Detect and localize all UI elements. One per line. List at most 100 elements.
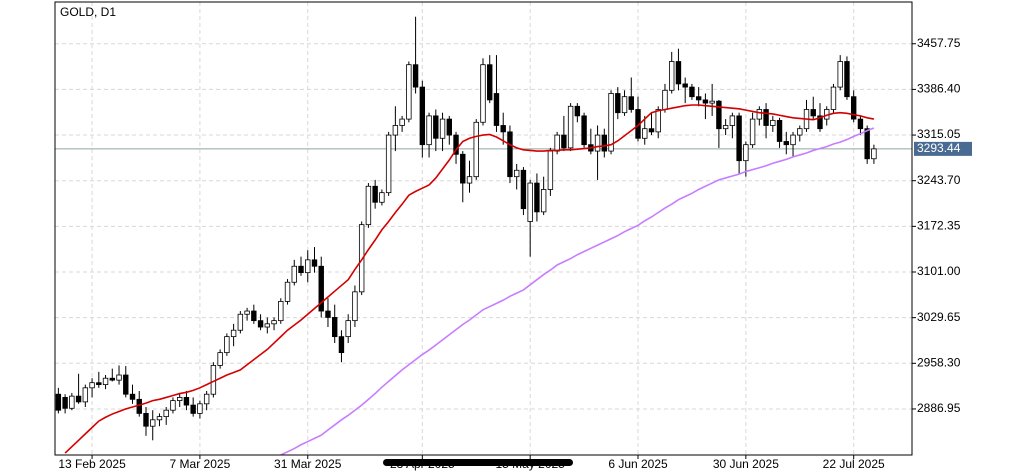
candle-body xyxy=(82,387,89,403)
candle-body xyxy=(729,115,736,126)
candle-body xyxy=(695,96,702,101)
x-tick-label: 7 Mar 2025 xyxy=(170,457,231,471)
candle-body xyxy=(628,96,634,110)
scrollbar[interactable] xyxy=(383,459,573,466)
candle-body xyxy=(446,118,452,136)
candle-body xyxy=(156,416,163,421)
candle-body xyxy=(797,128,803,136)
candle-body xyxy=(123,374,129,395)
candle-body xyxy=(399,118,405,126)
candle-body xyxy=(338,336,345,354)
candle-body xyxy=(278,301,284,322)
candle-body xyxy=(271,320,277,325)
candle-body xyxy=(325,310,331,318)
candle-body xyxy=(244,310,250,315)
candle-body xyxy=(89,382,95,389)
candle-body xyxy=(534,182,540,213)
candle-body xyxy=(102,377,109,386)
candle-body xyxy=(756,109,763,120)
candle-body xyxy=(790,134,796,146)
candle-body xyxy=(574,105,581,117)
y-tick-label: 3457.75 xyxy=(917,36,961,50)
candle-body xyxy=(352,291,358,322)
candle-body xyxy=(716,100,722,130)
candle-body xyxy=(513,169,520,178)
candle-body xyxy=(311,259,318,267)
candle-body xyxy=(62,397,68,409)
candle-body xyxy=(264,323,271,328)
candle-body xyxy=(439,118,446,139)
chart-title: GOLD, D1 xyxy=(60,5,116,19)
candle-body xyxy=(163,409,169,418)
candle-body xyxy=(433,115,439,139)
candle-body xyxy=(507,131,513,178)
ma-line xyxy=(64,104,875,454)
candle-body xyxy=(864,128,870,160)
x-tick-label: 22 Jul 2025 xyxy=(823,457,885,471)
candle-body xyxy=(520,169,527,210)
candle-body xyxy=(426,115,432,146)
candle-body xyxy=(466,176,473,184)
candle-body xyxy=(810,109,816,117)
candle-body xyxy=(669,61,675,91)
candle-body xyxy=(473,121,479,178)
candle-body xyxy=(817,115,823,130)
candle-body xyxy=(197,403,203,414)
x-tick-label: 13 Feb 2025 xyxy=(58,457,126,471)
candle-body xyxy=(143,413,149,427)
last-price-box xyxy=(914,141,972,156)
y-tick-label: 2886.95 xyxy=(917,401,961,415)
candle-body xyxy=(176,397,183,402)
candle-body xyxy=(830,86,837,110)
candle-body xyxy=(183,397,190,406)
candle-body xyxy=(621,96,628,114)
candle-body xyxy=(116,374,122,381)
candle-body xyxy=(69,395,75,409)
y-tick-label: 3315.05 xyxy=(917,127,961,141)
candle-body xyxy=(837,61,843,88)
y-tick-label: 3243.70 xyxy=(917,173,961,187)
candle-body xyxy=(594,134,601,152)
candle-body xyxy=(305,259,311,274)
candle-body xyxy=(96,382,102,386)
candle-body xyxy=(150,419,156,427)
candle-body xyxy=(392,125,399,136)
candle-body xyxy=(783,141,789,146)
candle-body xyxy=(615,93,621,114)
candle-body xyxy=(487,64,493,101)
candle-body xyxy=(648,128,655,133)
candle-body xyxy=(601,134,608,152)
candle-body xyxy=(291,265,297,283)
last-price-label: 3293.44 xyxy=(917,141,961,155)
candle-body xyxy=(581,115,587,146)
candle-body xyxy=(230,329,237,338)
y-tick-label: 3386.40 xyxy=(917,82,961,96)
candle-body xyxy=(655,109,661,133)
candle-body xyxy=(284,281,291,302)
candle-body xyxy=(736,115,742,162)
candle-body xyxy=(682,83,688,88)
candle-body xyxy=(500,125,506,133)
candle-body xyxy=(770,119,776,126)
candle-body xyxy=(372,185,378,203)
plot-border xyxy=(54,1,913,456)
candle-body xyxy=(547,150,554,190)
grid xyxy=(55,2,912,455)
candle-body xyxy=(75,395,82,403)
candle-body xyxy=(358,224,365,293)
candle-body xyxy=(453,134,459,155)
candle-body xyxy=(406,64,412,120)
candle-body xyxy=(224,336,230,354)
y-tick-label: 3172.35 xyxy=(917,219,961,233)
candle-body xyxy=(365,185,372,226)
candle-body xyxy=(702,99,709,104)
candle-body xyxy=(203,393,210,405)
candle-body xyxy=(460,153,466,184)
candle-body xyxy=(642,128,648,139)
candle-body xyxy=(129,393,136,400)
candle-body xyxy=(345,320,351,338)
ma-line xyxy=(280,127,875,455)
candle-body xyxy=(419,86,426,146)
